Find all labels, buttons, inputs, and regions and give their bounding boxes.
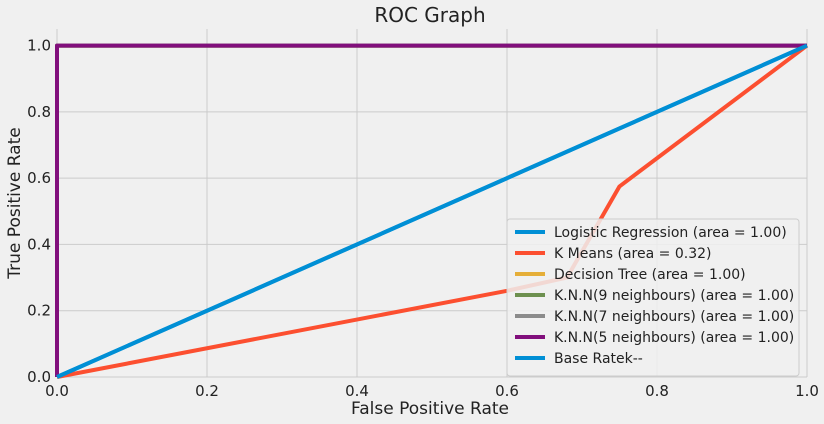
tick-labels: 0.0 0.2 0.4 0.6 0.8 1.0 0.0 0.2 0.4 0.6 0.8 1.0: [27, 37, 819, 400]
y-tick-label: 0.6: [27, 169, 51, 187]
legend-entry: Logistic Regression (area = 1.00): [554, 225, 787, 241]
y-tick-label: 0.0: [27, 368, 51, 386]
x-tick-label: 1.0: [795, 382, 819, 400]
legend-box: [506, 218, 800, 377]
legend-entry: K.N.N(9 neighbours) (area = 1.00): [554, 288, 794, 304]
chart-title: ROC Graph: [374, 3, 485, 27]
y-tick-label: 0.8: [27, 103, 51, 121]
x-tick-label: 0.0: [45, 382, 69, 400]
legend-entry: Base Ratek--: [554, 351, 643, 367]
x-axis-label: False Positive Rate: [351, 399, 509, 419]
series-line-6: [56, 43, 808, 379]
legend-entry: Decision Tree (area = 1.00): [554, 267, 746, 283]
x-tick-label: 0.2: [195, 382, 219, 400]
grid: [56, 29, 808, 378]
legend: Logistic Regression (area = 1.00) K Means…: [506, 218, 800, 377]
legend-entry: K.N.N(5 neighbours) (area = 1.00): [554, 330, 794, 346]
y-tick-label: 0.4: [27, 235, 51, 253]
y-tick-label: 0.2: [27, 302, 51, 320]
x-tick-label: 0.6: [495, 382, 519, 400]
legend-entry: K.N.N(7 neighbours) (area = 1.00): [554, 309, 794, 325]
y-tick-label: 1.0: [27, 37, 51, 55]
x-tick-label: 0.8: [645, 382, 669, 400]
y-axis-label: True Positive Rate: [5, 127, 25, 279]
legend-entry: K Means (area = 0.32): [554, 246, 711, 262]
series-line-5: [55, 43, 807, 377]
x-tick-label: 0.4: [345, 382, 369, 400]
